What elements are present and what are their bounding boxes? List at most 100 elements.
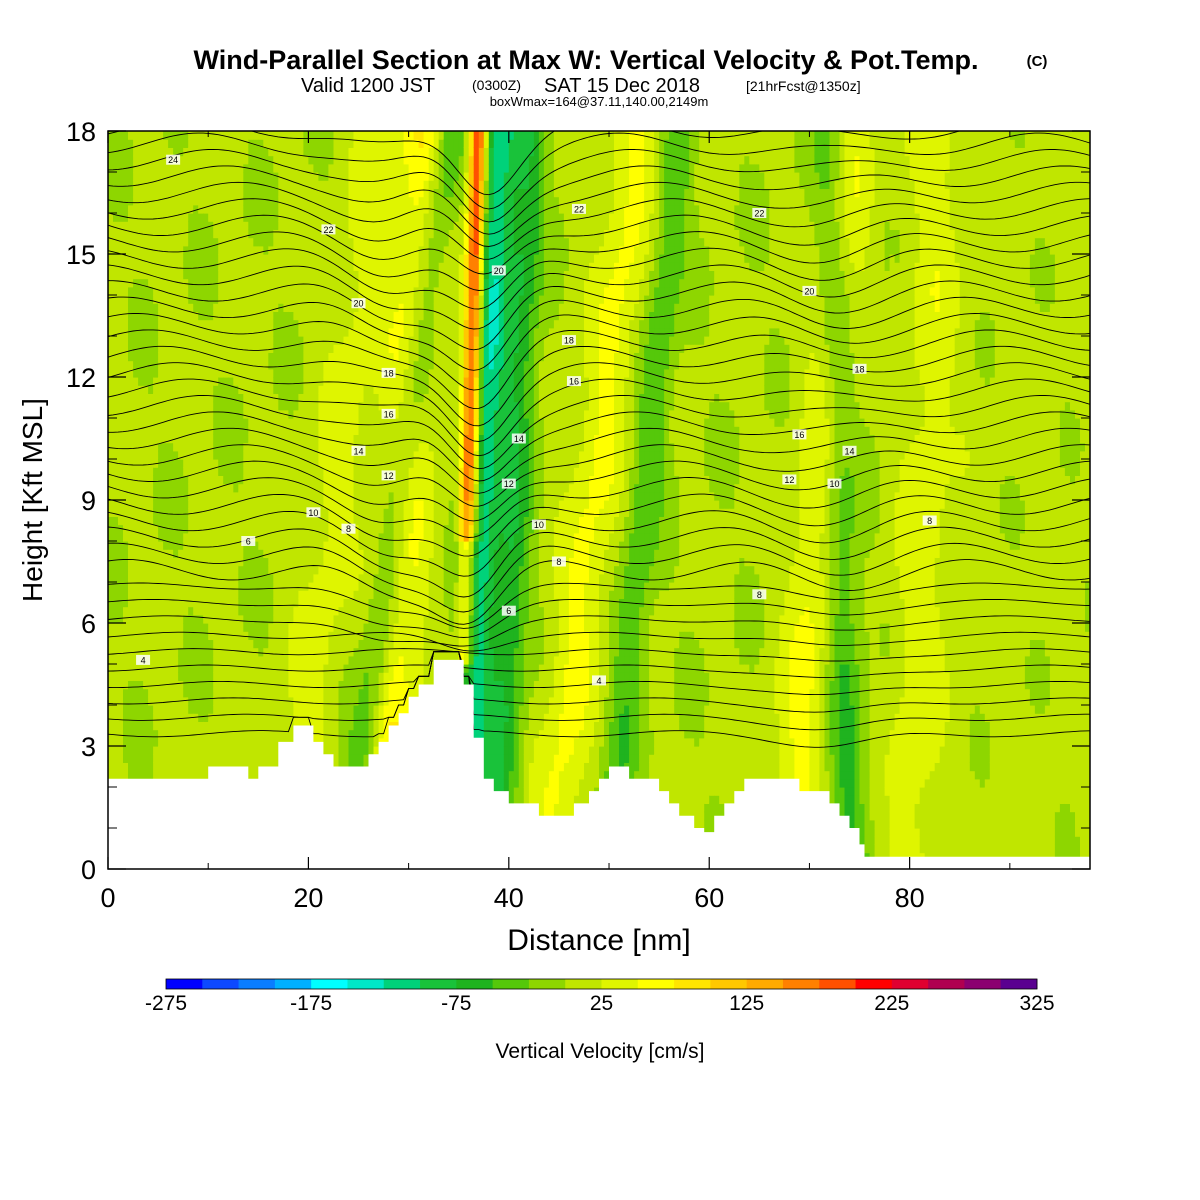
velocity-cell <box>263 188 269 198</box>
velocity-cell <box>213 680 219 690</box>
velocity-cell <box>238 664 244 673</box>
velocity-cell <box>308 295 315 304</box>
velocity-cell <box>198 286 204 296</box>
velocity-cell <box>343 721 350 731</box>
velocity-cell <box>313 705 320 714</box>
velocity-cell <box>213 147 219 157</box>
velocity-cell <box>248 204 254 214</box>
velocity-cell <box>368 336 375 345</box>
velocity-cell <box>143 762 149 772</box>
velocity-cell <box>218 729 224 739</box>
velocity-cell <box>113 221 119 230</box>
velocity-cell <box>338 418 345 427</box>
velocity-cell <box>323 655 330 665</box>
velocity-cell <box>108 163 114 173</box>
velocity-cell <box>218 467 224 476</box>
velocity-cell <box>168 418 174 427</box>
velocity-cell <box>303 352 310 362</box>
velocity-cell <box>178 434 184 444</box>
velocity-cell <box>163 221 169 230</box>
velocity-cell <box>178 336 184 345</box>
velocity-cell <box>258 631 264 640</box>
velocity-cell <box>193 623 199 632</box>
velocity-cell <box>198 254 204 263</box>
velocity-cell <box>278 131 284 140</box>
velocity-cell <box>363 426 370 435</box>
velocity-cell <box>348 286 355 296</box>
velocity-cell <box>348 270 355 280</box>
velocity-cell <box>243 368 249 378</box>
velocity-cell <box>168 368 174 378</box>
velocity-cell <box>278 623 284 632</box>
velocity-cell <box>283 270 290 280</box>
velocity-cell <box>218 737 224 747</box>
velocity-cell <box>248 180 254 189</box>
velocity-cell <box>118 746 124 755</box>
velocity-cell <box>318 303 325 312</box>
velocity-cell <box>113 311 119 321</box>
velocity-cell <box>198 155 204 165</box>
velocity-cell <box>303 459 310 468</box>
velocity-cell <box>188 196 194 206</box>
velocity-cell <box>193 746 199 755</box>
velocity-cell <box>358 385 365 394</box>
velocity-cell <box>268 303 274 312</box>
velocity-cell <box>328 508 335 517</box>
velocity-cell <box>343 565 350 575</box>
velocity-cell <box>118 434 124 444</box>
velocity-cell <box>333 606 340 616</box>
velocity-cell <box>273 295 279 304</box>
velocity-cell <box>308 385 315 394</box>
velocity-cell <box>238 598 244 608</box>
velocity-cell <box>163 532 169 542</box>
velocity-cell <box>178 401 184 411</box>
velocity-cell <box>298 409 305 419</box>
velocity-cell <box>248 754 254 763</box>
velocity-cell <box>323 746 330 755</box>
velocity-cell <box>273 524 279 534</box>
velocity-cell <box>128 213 134 222</box>
velocity-cell <box>248 664 254 673</box>
velocity-cell <box>328 688 335 698</box>
velocity-cell <box>178 147 184 157</box>
velocity-cell <box>313 147 320 157</box>
velocity-cell <box>143 278 149 288</box>
velocity-cell <box>368 245 375 255</box>
velocity-cell <box>273 549 279 558</box>
velocity-cell <box>273 368 279 378</box>
velocity-cell <box>293 368 300 378</box>
velocity-cell <box>308 418 315 427</box>
velocity-cell <box>128 450 134 460</box>
velocity-cell <box>158 606 164 616</box>
velocity-cell <box>378 557 385 567</box>
velocity-cell <box>233 163 239 173</box>
velocity-cell <box>113 598 119 608</box>
velocity-cell <box>168 672 174 681</box>
velocity-cell <box>223 729 229 739</box>
velocity-cell <box>173 221 179 230</box>
velocity-cell <box>128 229 134 239</box>
velocity-cell <box>243 664 249 673</box>
velocity-cell <box>238 541 244 550</box>
velocity-cell <box>378 442 385 452</box>
velocity-cell <box>303 204 310 214</box>
velocity-cell <box>183 237 189 247</box>
velocity-cell <box>108 155 114 165</box>
velocity-cell <box>363 557 370 567</box>
velocity-cell <box>193 524 199 534</box>
velocity-cell <box>308 221 315 230</box>
velocity-cell <box>243 696 249 706</box>
velocity-cell <box>313 696 320 706</box>
velocity-cell <box>223 286 229 296</box>
velocity-cell <box>328 500 335 509</box>
velocity-cell <box>128 582 134 591</box>
velocity-cell <box>128 188 134 198</box>
velocity-cell <box>173 631 179 640</box>
velocity-cell <box>218 426 224 435</box>
velocity-cell <box>233 286 239 296</box>
velocity-cell <box>353 393 360 403</box>
velocity-cell <box>308 245 315 255</box>
velocity-cell <box>323 147 330 157</box>
velocity-cell <box>113 573 119 583</box>
velocity-cell <box>313 377 320 386</box>
